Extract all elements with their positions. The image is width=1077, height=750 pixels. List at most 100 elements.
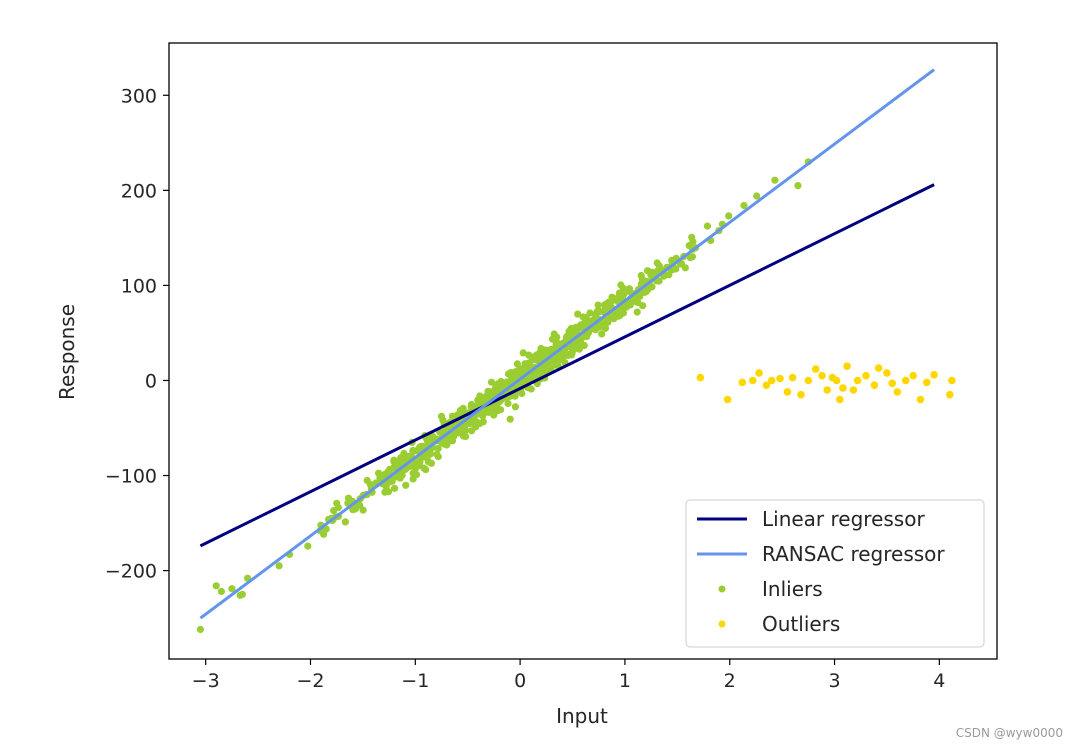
inlier-point: [485, 407, 493, 415]
inlier-point: [598, 330, 606, 338]
y-tick-label: 300: [121, 85, 157, 107]
inlier-point: [412, 471, 421, 479]
legend-linear-label: Linear regressor: [762, 507, 925, 531]
inlier-point: [504, 399, 512, 408]
inlier-point: [433, 450, 441, 458]
inlier-point: [653, 259, 661, 267]
inlier-point: [386, 478, 394, 486]
inlier-point: [415, 443, 424, 451]
plot-area: [196, 68, 956, 634]
outlier-point: [930, 371, 938, 379]
x-tick-label: −1: [401, 670, 429, 692]
legend-ransac-label: RANSAC regressor: [762, 542, 945, 566]
inlier-point: [427, 459, 435, 467]
inlier-point: [638, 275, 647, 283]
inlier-point: [524, 362, 533, 370]
inlier-point: [526, 373, 535, 381]
outlier-point: [696, 373, 705, 382]
inlier-point: [238, 590, 246, 599]
outlier-point: [916, 395, 925, 404]
outlier-point: [874, 364, 883, 372]
inlier-point: [600, 301, 609, 309]
inlier-point: [497, 406, 505, 414]
outlier-point: [946, 390, 954, 399]
outlier-point: [870, 381, 879, 390]
inlier-point: [514, 367, 522, 375]
x-axis-title: Input: [556, 704, 608, 728]
x-tick-label: 4: [933, 670, 945, 692]
outlier-point: [767, 376, 776, 385]
outlier-points: [696, 362, 956, 404]
outlier-point: [849, 386, 858, 394]
x-tick-label: 3: [828, 670, 840, 692]
inlier-point: [568, 344, 576, 352]
inlier-point: [479, 418, 487, 426]
outlier-point: [888, 379, 896, 388]
outlier-point: [923, 378, 931, 387]
inlier-point: [356, 501, 364, 509]
inlier-point: [341, 518, 349, 526]
outlier-point: [738, 378, 747, 387]
inlier-point: [466, 419, 474, 428]
inlier-points: [196, 158, 812, 634]
legend-outliers-label: Outliers: [762, 612, 840, 636]
inlier-point: [549, 361, 558, 369]
inlier-point: [633, 308, 641, 316]
inlier-point: [644, 285, 652, 293]
outlier-point: [797, 390, 805, 399]
inlier-point: [689, 238, 697, 246]
watermark: CSDN @wyw0000: [955, 726, 1063, 740]
inlier-point: [320, 530, 328, 538]
inlier-point: [439, 416, 447, 424]
inlier-point: [703, 222, 712, 230]
inlier-point: [753, 192, 761, 200]
y-tick-label: 200: [121, 180, 157, 202]
inlier-point: [393, 473, 401, 481]
outlier-point: [811, 365, 820, 373]
inlier-point: [608, 295, 616, 303]
inlier-point: [511, 403, 519, 411]
y-axis-title: Response: [55, 304, 79, 400]
inlier-point: [391, 484, 399, 492]
legend: Linear regressor RANSAC regressor Inlier…: [685, 499, 985, 648]
inlier-point: [579, 313, 587, 321]
y-axis-ticks: −200 −100 0 100 200 300: [105, 85, 169, 583]
inlier-point: [366, 480, 374, 489]
inlier-point: [217, 587, 225, 596]
inlier-point: [542, 367, 551, 375]
inlier-point: [479, 412, 487, 420]
inlier-point: [486, 390, 494, 398]
outlier-point: [762, 381, 771, 390]
inlier-point: [422, 466, 430, 474]
legend-outliers-swatch: [718, 620, 726, 628]
outlier-point: [909, 371, 917, 380]
inlier-point: [381, 488, 389, 496]
inlier-point: [344, 494, 353, 502]
inlier-point: [428, 432, 437, 440]
inlier-point: [740, 201, 748, 210]
outlier-point: [836, 395, 844, 404]
outlier-point: [843, 362, 851, 371]
outlier-point: [948, 376, 956, 385]
inlier-point: [304, 542, 312, 550]
inlier-point: [375, 469, 383, 477]
inlier-point: [593, 307, 601, 316]
inlier-point: [771, 176, 779, 184]
inlier-point: [468, 427, 476, 435]
outlier-point: [832, 376, 841, 385]
outlier-point: [776, 374, 784, 383]
inlier-point: [497, 377, 505, 386]
outlier-point: [853, 376, 862, 385]
legend-box: [685, 499, 985, 648]
outlier-point: [893, 388, 902, 396]
inlier-point: [619, 284, 627, 292]
inlier-point: [567, 351, 576, 359]
inlier-point: [553, 338, 561, 346]
outlier-point: [783, 388, 792, 396]
legend-inliers-swatch: [718, 585, 726, 593]
outlier-point: [862, 371, 870, 380]
y-tick-label: −100: [105, 466, 157, 488]
inlier-point: [619, 309, 628, 317]
inlier-point: [576, 321, 585, 329]
inlier-point: [275, 562, 283, 570]
